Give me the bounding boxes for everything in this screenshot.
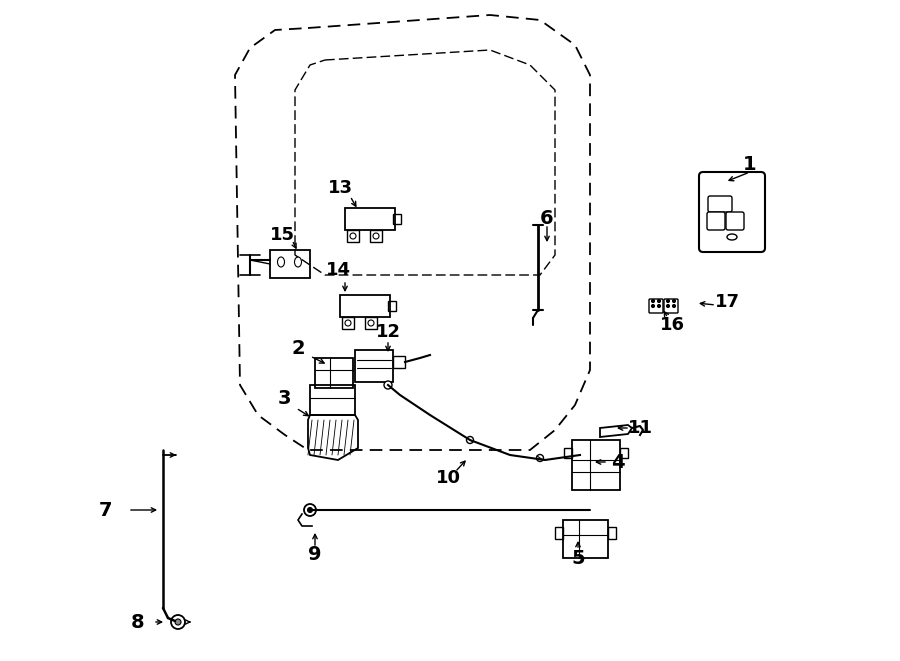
Text: 7: 7 — [98, 500, 112, 520]
Circle shape — [667, 299, 670, 303]
Text: 4: 4 — [611, 453, 625, 471]
Circle shape — [466, 436, 473, 444]
Circle shape — [308, 508, 312, 512]
Circle shape — [667, 305, 670, 307]
Text: 3: 3 — [277, 389, 291, 407]
Bar — [608, 527, 616, 539]
Circle shape — [175, 619, 181, 625]
Circle shape — [658, 305, 661, 307]
Bar — [310, 385, 355, 415]
Bar — [355, 350, 393, 382]
Text: 12: 12 — [375, 323, 401, 341]
Ellipse shape — [294, 257, 302, 267]
Text: 6: 6 — [540, 208, 554, 227]
Text: 16: 16 — [660, 316, 685, 334]
Text: 17: 17 — [715, 293, 740, 311]
Text: 8: 8 — [131, 613, 145, 631]
Ellipse shape — [277, 257, 284, 267]
Bar — [393, 356, 405, 368]
Bar — [563, 520, 608, 558]
Bar — [315, 358, 353, 388]
Circle shape — [536, 455, 544, 461]
FancyBboxPatch shape — [707, 212, 725, 230]
Bar — [270, 250, 310, 278]
Bar — [620, 448, 628, 458]
FancyBboxPatch shape — [708, 196, 732, 212]
Circle shape — [373, 233, 379, 239]
Circle shape — [672, 305, 676, 307]
FancyBboxPatch shape — [664, 299, 678, 313]
Bar — [342, 317, 354, 329]
Circle shape — [672, 299, 676, 303]
FancyBboxPatch shape — [726, 212, 744, 230]
Circle shape — [384, 381, 392, 389]
Bar — [370, 230, 382, 242]
Text: 13: 13 — [328, 179, 353, 197]
Circle shape — [171, 615, 185, 629]
Text: 1: 1 — [743, 155, 757, 175]
Bar — [564, 448, 572, 458]
Text: 2: 2 — [292, 338, 305, 358]
Bar — [345, 208, 395, 230]
Circle shape — [368, 320, 374, 326]
Text: 5: 5 — [572, 549, 585, 568]
Text: 14: 14 — [326, 261, 350, 279]
Bar — [572, 440, 620, 490]
Text: 11: 11 — [627, 419, 652, 437]
FancyBboxPatch shape — [699, 172, 765, 252]
Bar — [393, 214, 401, 224]
Ellipse shape — [727, 234, 737, 240]
Circle shape — [652, 299, 654, 303]
Text: 9: 9 — [308, 545, 322, 564]
Bar — [365, 317, 377, 329]
Bar — [388, 301, 396, 311]
Bar — [347, 230, 359, 242]
Text: 10: 10 — [436, 469, 461, 487]
Circle shape — [658, 299, 661, 303]
FancyBboxPatch shape — [649, 299, 663, 313]
Circle shape — [304, 504, 316, 516]
Bar — [555, 527, 563, 539]
Circle shape — [652, 305, 654, 307]
Circle shape — [345, 320, 351, 326]
Circle shape — [350, 233, 356, 239]
Text: 15: 15 — [269, 226, 294, 244]
Bar — [340, 295, 390, 317]
